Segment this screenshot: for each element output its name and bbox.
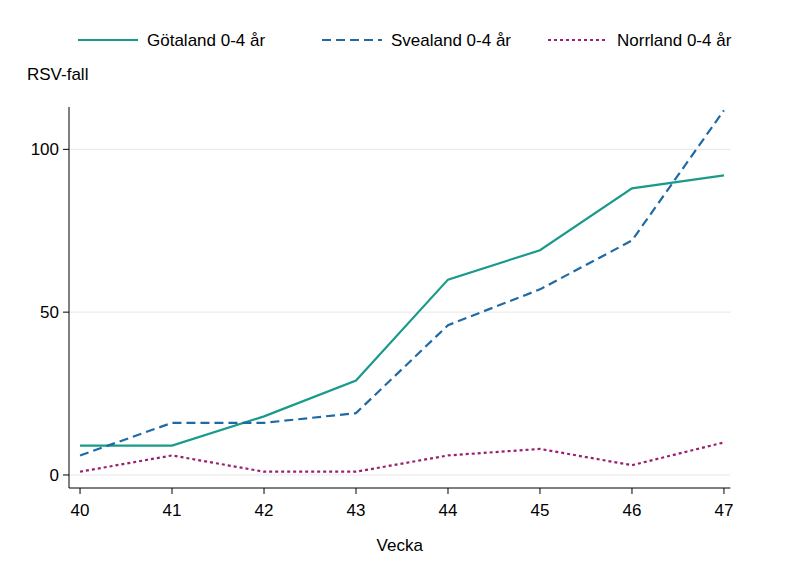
grid-line — [69, 474, 730, 475]
series-line — [80, 110, 724, 455]
legend-swatch — [78, 39, 138, 41]
grid-line — [69, 149, 730, 150]
x-tick — [631, 488, 632, 494]
x-tick-label: 44 — [439, 501, 458, 520]
y-tick — [63, 149, 69, 150]
x-axis — [69, 488, 730, 489]
y-tick-label: 100 — [31, 140, 59, 159]
x-tick-label: 47 — [714, 501, 733, 520]
x-tick — [539, 488, 540, 494]
x-tick-label: 45 — [531, 501, 550, 520]
series-line — [80, 442, 724, 471]
legend-label: Svealand 0-4 år — [391, 31, 511, 50]
grid-line — [69, 312, 730, 313]
chart: 0 50 100 40 41 42 43 44 45 46 47 RSV-fall Vecka Götal… — [0, 0, 786, 571]
x-tick — [356, 488, 357, 494]
legend-label: Norrland 0-4 år — [617, 31, 732, 50]
x-tick-label: 41 — [163, 501, 182, 520]
plot-area — [80, 110, 724, 471]
x-tick — [447, 488, 448, 494]
y-axis-label: RSV-fall — [27, 65, 88, 84]
x-tick-label: 43 — [347, 501, 366, 520]
y-tick — [63, 312, 69, 313]
legend-label: Götaland 0-4 år — [147, 31, 265, 50]
y-tick-label: 50 — [40, 303, 59, 322]
x-tick — [172, 488, 173, 494]
x-axis-label: Vecka — [377, 536, 424, 555]
series-line — [80, 175, 724, 445]
y-tick-label: 0 — [50, 466, 59, 485]
legend-swatch — [548, 39, 608, 41]
x-tick — [723, 488, 724, 494]
y-tick — [63, 474, 69, 475]
x-tick-label: 42 — [255, 501, 274, 520]
x-tick-label: 46 — [623, 501, 642, 520]
y-axis — [69, 107, 70, 488]
legend-swatch — [322, 39, 382, 41]
background — [0, 0, 786, 571]
x-tick-label: 40 — [71, 501, 90, 520]
x-tick — [80, 488, 81, 494]
x-tick — [264, 488, 265, 494]
